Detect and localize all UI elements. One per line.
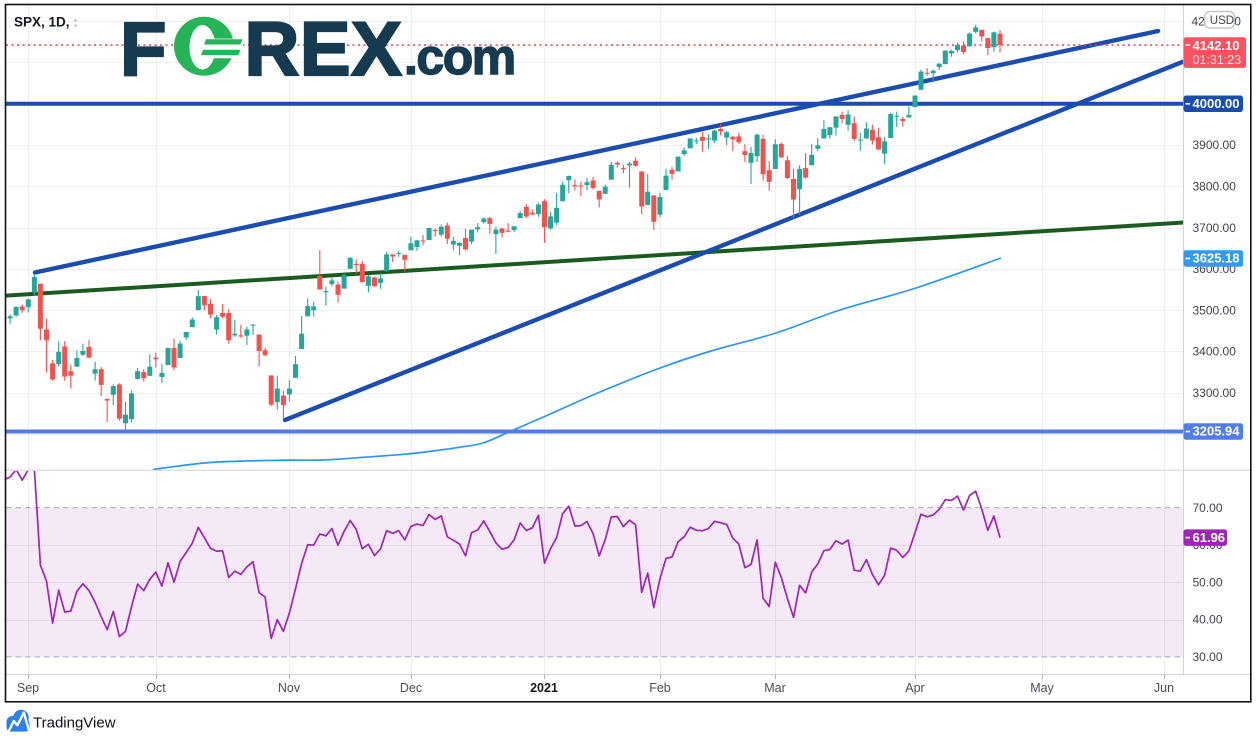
svg-text:May: May — [1030, 681, 1054, 695]
svg-text:Nov: Nov — [278, 681, 301, 695]
svg-text:42: 42 — [1192, 14, 1206, 28]
svg-text:3900.00: 3900.00 — [1193, 138, 1237, 152]
svg-text:01:31:23: 01:31:23 — [1193, 53, 1242, 67]
svg-text:Dec: Dec — [400, 681, 422, 695]
svg-text:Jun: Jun — [1154, 681, 1174, 695]
svg-text:TradingView: TradingView — [33, 715, 116, 732]
svg-text:3400.00: 3400.00 — [1193, 345, 1237, 359]
svg-text:REX: REX — [245, 7, 403, 92]
svg-text:Apr: Apr — [905, 681, 924, 695]
svg-text:USD: USD — [1210, 15, 1234, 27]
svg-text:70.00: 70.00 — [1193, 501, 1223, 515]
svg-text:Sep: Sep — [17, 681, 39, 695]
svg-text:SPX, 1D, :: SPX, 1D, : — [14, 15, 78, 30]
svg-text:3205.94: 3205.94 — [1193, 424, 1241, 439]
svg-text:0: 0 — [1234, 14, 1241, 28]
svg-text:Feb: Feb — [649, 681, 671, 695]
svg-text:Oct: Oct — [146, 681, 166, 695]
svg-text:3500.00: 3500.00 — [1193, 303, 1237, 317]
svg-text:3800.00: 3800.00 — [1193, 180, 1237, 194]
svg-text:3300.00: 3300.00 — [1193, 386, 1237, 400]
svg-text:61.96: 61.96 — [1193, 530, 1226, 545]
svg-text:F: F — [120, 7, 166, 92]
svg-text:4000.00: 4000.00 — [1193, 96, 1240, 111]
svg-text:3625.18: 3625.18 — [1193, 251, 1240, 266]
svg-text:40.00: 40.00 — [1193, 613, 1223, 627]
svg-text:4142.10: 4142.10 — [1193, 38, 1240, 53]
svg-text:.com: .com — [404, 29, 515, 85]
svg-text:50.00: 50.00 — [1193, 575, 1223, 589]
svg-text:2021: 2021 — [530, 681, 558, 695]
svg-text:30.00: 30.00 — [1193, 650, 1223, 664]
svg-text:3700.00: 3700.00 — [1193, 221, 1237, 235]
svg-text:Mar: Mar — [764, 681, 786, 695]
